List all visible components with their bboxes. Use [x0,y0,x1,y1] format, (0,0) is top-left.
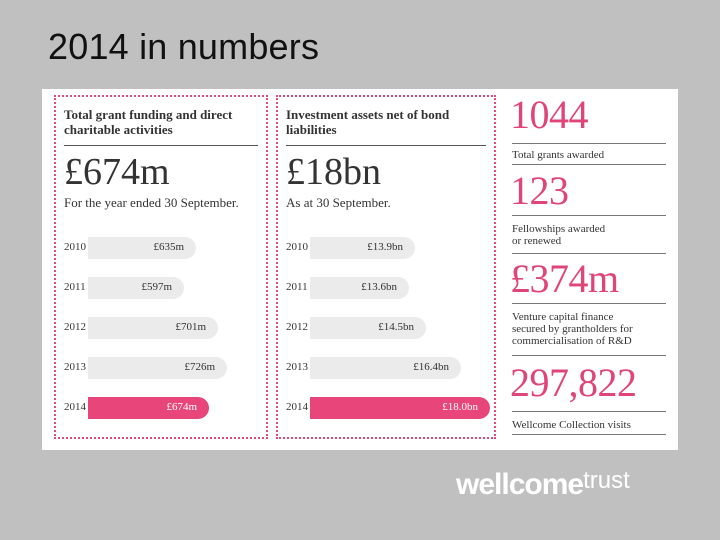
investment-assets-panel: Investment assets net of bond liabilitie… [276,95,496,439]
bar-year-label: 2010 [64,241,86,253]
stat-number: 297,822 [510,360,637,405]
bar-year-label: 2010 [286,241,308,253]
wellcome-trust-logo: wellcometrust [456,467,630,508]
logo-wordmark-light: trust [583,467,630,494]
headline-note: For the year ended 30 September. [64,195,239,210]
bar: £674m [88,397,209,419]
divider [512,434,666,435]
bar-value-label: £13.6bn [361,281,397,293]
bar: £18.0bn [310,397,490,419]
grant-funding-panel: Total grant funding and direct charitabl… [54,95,268,439]
bar-row: 2011 £13.6bn [278,277,494,299]
bar-row: 2012 £701m [56,317,266,339]
infographic: Total grant funding and direct charitabl… [42,89,678,450]
bar-row: 2012 £14.5bn [278,317,494,339]
bar-value-label: £16.4bn [413,361,449,373]
divider [512,355,666,356]
bar-row: 2011 £597m [56,277,266,299]
bar-value-label: £635m [153,241,184,253]
panel-heading: Investment assets net of bond liabilitie… [286,107,450,137]
headline-note: As at 30 September. [286,195,391,210]
bar-row: 2014 £18.0bn [278,397,494,419]
bar-year-label: 2014 [286,401,308,413]
bar-row: 2010 £13.9bn [278,237,494,259]
bar-row: 2014 £674m [56,397,266,419]
divider [512,411,666,412]
bar-value-label: £674m [166,401,197,413]
stat-number: £374m [510,256,619,301]
headline-figure: £18bn [286,151,381,193]
headline-figure: £674m [64,151,170,193]
bar-value-label: £13.9bn [367,241,403,253]
bar-year-label: 2013 [64,361,86,373]
bar-year-label: 2012 [64,321,86,333]
logo-wordmark-bold: wellcome [456,468,584,501]
bar-year-label: 2014 [64,401,86,413]
bar: £635m [88,237,196,259]
bar-year-label: 2011 [286,281,308,293]
bar-value-label: £14.5bn [378,321,414,333]
divider [512,143,666,144]
stat-number: 123 [510,168,569,213]
stat-label: Total grants awarded [512,149,605,161]
bar-year-label: 2013 [286,361,308,373]
bar-row: 2010 £635m [56,237,266,259]
bar-year-label: 2012 [286,321,308,333]
divider [512,215,666,216]
stat-number: 1044 [510,92,589,137]
bar-value-label: £726m [184,361,215,373]
stat-label: Venture capital finance secured by grant… [512,311,633,347]
divider [64,145,258,146]
bar-row: 2013 £16.4bn [278,357,494,379]
stat-label: Wellcome Collection visits [512,419,631,431]
bar: £597m [88,277,184,299]
divider [512,253,666,254]
bar-value-label: £597m [141,281,172,293]
bar: £13.6bn [310,277,409,299]
bar: £14.5bn [310,317,426,339]
bar-year-label: 2011 [64,281,86,293]
divider [286,145,486,146]
panel-heading: Total grant funding and direct charitabl… [64,107,233,137]
bar-value-label: £18.0bn [442,401,478,413]
bar: £726m [88,357,227,379]
divider [512,164,666,165]
stat-label: Fellowships awarded or renewed [512,223,606,247]
bar-value-label: £701m [175,321,206,333]
bar: £13.9bn [310,237,415,259]
bar-row: 2013 £726m [56,357,266,379]
bar: £16.4bn [310,357,461,379]
page-title: 2014 in numbers [48,26,320,67]
divider [512,303,666,304]
bar: £701m [88,317,218,339]
